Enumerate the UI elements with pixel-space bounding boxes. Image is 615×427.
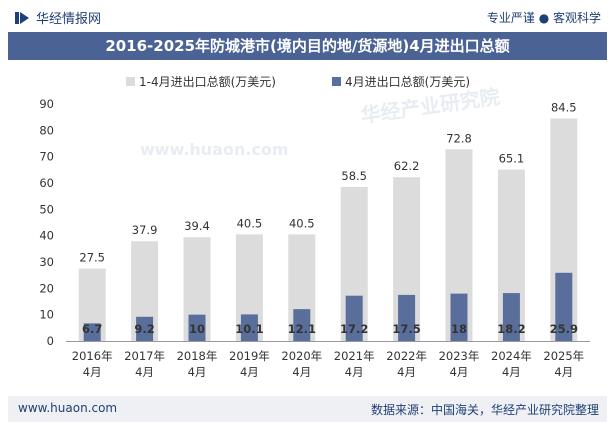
x-tick-label: 2017年 4月 [124,349,165,379]
april-bar [555,272,573,341]
total-value-label: 40.5 [289,216,315,230]
y-tick-label: 50 [39,202,54,216]
brand: 华经情报网 [14,8,101,27]
y-tick-label: 70 [39,150,54,164]
x-tick-label: 2019年 4月 [229,349,270,379]
april-value-label: 18.2 [497,322,525,336]
april-bar [398,294,416,341]
slogan: 专业严谨 ● 客观科学 [486,11,601,25]
total-value-label: 39.4 [184,219,210,233]
legend-swatch [126,77,135,86]
april-bar [345,295,363,341]
y-tick-label: 20 [39,281,54,295]
april-bar [293,309,311,341]
title-bar: 2016-2025年防城港市(境内目的地/货源地)4月进出口总额 [8,32,607,60]
total-value-label: 27.5 [79,251,105,265]
total-value-label: 37.9 [132,223,158,237]
y-tick-label: 80 [39,123,54,137]
legend: 1-4月进出口总额(万美元) 4月进出口总额(万美元) [126,75,470,89]
x-tick-label: 2018年 4月 [177,349,218,379]
chart: 1-4月进出口总额(万美元) 4月进出口总额(万美元) 0 10 20 30 40 50 60… [39,75,590,379]
x-tick-label: 2022年 4月 [386,349,427,379]
april-bar [450,293,468,341]
x-tick-label: 2025年 4月 [543,349,584,379]
april-value-label: 10 [189,322,205,336]
total-value-label: 62.2 [394,159,420,173]
x-tick-label: 2023年 4月 [439,349,480,379]
april-value-label: 12.1 [288,322,316,336]
y-tick-label: 90 [39,97,54,111]
april-value-label: 6.7 [82,322,102,336]
total-value-label: 72.8 [446,131,472,145]
legend-label: 4月进出口总额(万美元) [345,75,470,89]
april-value-label: 25.9 [550,322,578,336]
april-value-label: 18 [451,322,467,336]
april-value-label: 17.2 [340,322,368,336]
brand-name: 华经情报网 [36,12,102,27]
total-value-label: 58.5 [341,169,367,183]
data-labels: 27.5 6.7 37.9 9.2 39.4 10 40.5 10.1 40.5 12.1 58.5… [79,100,578,336]
x-tick-label: 2021年 4月 [334,349,375,379]
y-tick-label: 0 [47,334,54,348]
april-value-label: 10.1 [235,322,263,336]
bars [78,118,578,341]
x-tick-label: 2016年 4月 [72,349,113,379]
total-value-label: 40.5 [237,216,263,230]
april-bar [502,293,520,341]
footer-bar: www.huaon.com 数据来源：中国海关，华经产业研究院整理 [8,396,607,422]
data-source: 数据来源：中国海关，华经产业研究院整理 [370,403,599,417]
chart-title: 2016-2025年防城港市(境内目的地/货源地)4月进出口总额 [105,37,510,55]
top-bar: 华经情报网 专业严谨 ● 客观科学 [0,0,615,32]
x-tick-label: 2024年 4月 [491,349,532,379]
footer-site: www.huaon.com [18,401,118,415]
x-axis: 2016年 4月 2017年 4月 2018年 4月 2019年 4月 2020年 4月 2021年… [66,341,590,379]
legend-label: 1-4月进出口总额(万美元) [139,75,276,89]
y-axis: 0 10 20 30 40 50 60 70 80 90 [39,97,54,348]
april-bar [83,323,101,341]
april-bar [136,316,154,341]
legend-swatch [332,77,341,86]
y-tick-label: 60 [39,176,54,190]
total-value-label: 84.5 [551,100,577,114]
total-value-label: 65.1 [499,152,525,166]
april-value-label: 9.2 [134,322,154,336]
y-tick-label: 40 [39,229,54,243]
y-tick-label: 30 [39,255,54,269]
y-tick-label: 10 [39,308,54,322]
april-bar [240,314,258,341]
bar-logo-icon [14,10,30,26]
x-tick-label: 2020年 4月 [281,349,322,379]
april-value-label: 17.5 [392,322,420,336]
april-bar [188,314,206,341]
